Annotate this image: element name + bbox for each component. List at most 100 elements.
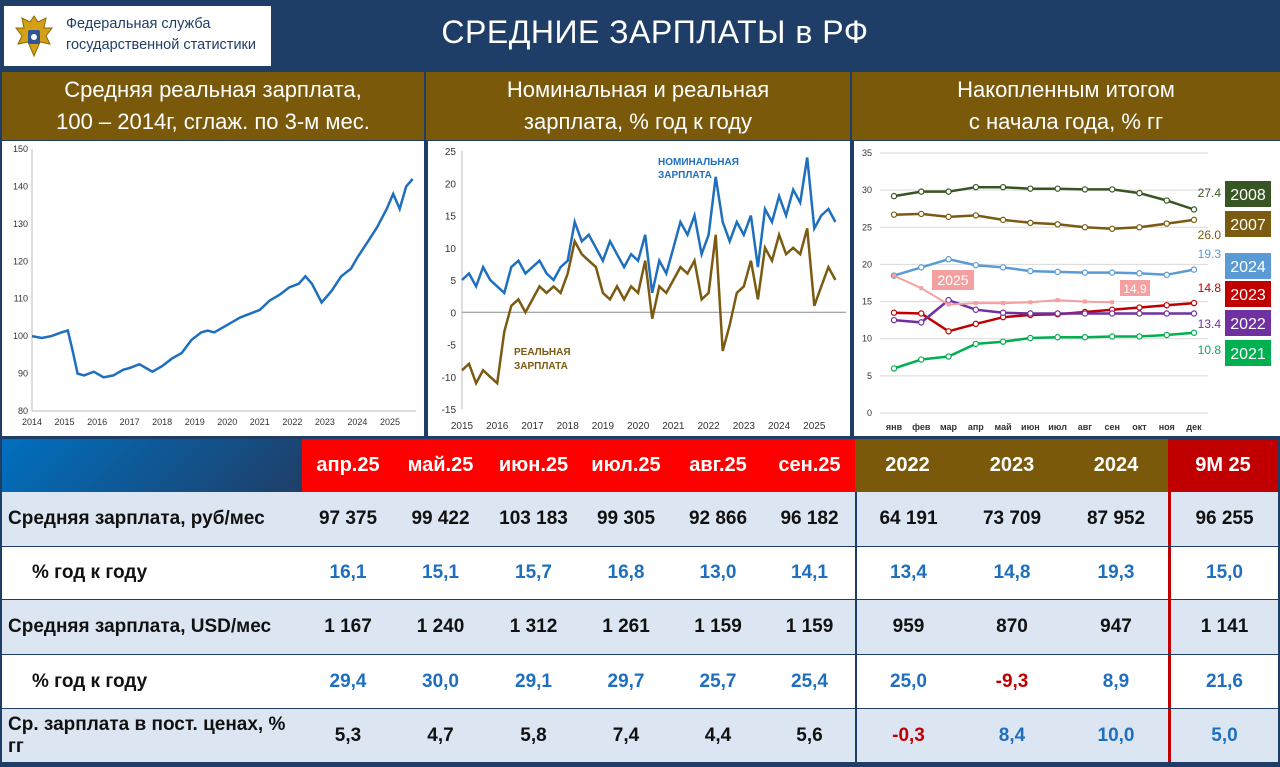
series-point-2022 (972, 306, 980, 313)
x-tick-label: 2019 (185, 417, 205, 427)
table-header-corner (2, 439, 302, 492)
table-cell: 1 167 (302, 600, 394, 654)
table-cell: 16,8 (580, 547, 672, 599)
row-label: Средняя зарплата, USD/мес (2, 600, 302, 654)
x-tick-label: июн (1021, 422, 1040, 432)
series-point-2024 (1081, 269, 1089, 276)
series-point-2023 (918, 310, 925, 317)
table-cell: 15,1 (394, 547, 487, 599)
series-point-2007 (1190, 216, 1198, 224)
column-header: июл.25 (580, 439, 672, 492)
series-point-2007 (972, 212, 980, 219)
column-header: июн.25 (487, 439, 580, 492)
table-cell: 14,8 (960, 547, 1064, 599)
x-tick-label: 2020 (627, 421, 650, 432)
x-tick-label: ноя (1159, 422, 1175, 432)
series-point-2007 (945, 213, 952, 221)
column-header: 2023 (960, 439, 1064, 492)
x-tick-label: 2023 (733, 421, 756, 432)
x-tick-label: 2018 (152, 417, 172, 427)
x-tick-label: май (995, 422, 1012, 432)
y-tick-label: 150 (13, 144, 28, 154)
series-point-2023 (945, 328, 952, 335)
y-tick-label: 130 (13, 219, 28, 229)
real-label-line-1: РЕАЛЬНАЯ (514, 347, 571, 358)
band-2-line-2: зарплата, % год к году (523, 109, 753, 134)
series-point-2008 (1108, 186, 1116, 193)
column-header: 9М 25 (1168, 439, 1278, 492)
end-value-label-2025: 14.9 (1123, 282, 1147, 296)
legend-label-2021: 2021 (1230, 346, 1266, 363)
table-cell: 29,4 (302, 655, 394, 708)
series-point-2023 (1190, 299, 1198, 307)
series-point-2022 (1190, 310, 1198, 317)
table-cell: 29,7 (580, 655, 672, 708)
series-point-2023 (1163, 302, 1170, 309)
end-value-label-2008: 27.4 (1198, 186, 1222, 200)
series-point-2025 (1110, 300, 1115, 305)
nominal-label-line-1: НОМИНАЛЬНАЯ (658, 157, 739, 168)
band-cumulative: Накопленным итогом с начала года, % гг (852, 72, 1280, 140)
x-tick-label: 2019 (592, 421, 615, 432)
x-tick-label: 2016 (87, 417, 107, 427)
series-point-2025 (1055, 298, 1060, 303)
y-tick-label: 120 (13, 256, 28, 266)
table-cell: 1 312 (487, 600, 580, 654)
x-tick-label: фев (912, 422, 931, 432)
x-tick-label: 2022 (282, 417, 302, 427)
series-point-2021 (999, 338, 1007, 345)
series-point-2021 (890, 365, 898, 372)
end-value-label-2021: 10.8 (1198, 343, 1222, 357)
org-line-2: государственной статистики (66, 37, 256, 53)
legend-swatch-2022 (1225, 310, 1271, 336)
band-1-line-1: Средняя реальная зарплата, (64, 77, 362, 102)
series-point-2008 (1027, 185, 1034, 192)
series-line-2025 (893, 274, 1113, 306)
series-point-2007 (918, 210, 925, 218)
series-point-2008 (972, 183, 980, 191)
series-point-2022 (999, 309, 1007, 316)
table-cell: 1 159 (764, 600, 855, 654)
series-point-2025 (919, 286, 924, 291)
rosstat-logo: Федеральная служба государственной стати… (4, 6, 271, 66)
band-2-line-1: Номинальная и реальная (506, 77, 770, 102)
table-cell: 959 (855, 600, 960, 654)
series-point-2025 (1028, 300, 1033, 305)
series-point-2021 (1190, 329, 1198, 336)
x-tick-label: дек (1186, 422, 1202, 432)
band-3-line-1: Накопленным итогом (957, 77, 1175, 102)
legend-swatch-2007 (1225, 211, 1271, 237)
end-value-label-2007: 26.0 (1198, 228, 1222, 242)
legend-swatch-2024 (1225, 253, 1271, 279)
series-line-2024 (893, 257, 1195, 277)
x-tick-label: 2023 (315, 417, 335, 427)
chart-real-wage-panel: 80 90 100 110 120 130 140 150 2014 2015 2016 2017 20… (2, 141, 424, 436)
y-tick-label: 25 (445, 147, 457, 158)
series-point-2022 (1081, 310, 1089, 317)
legend-swatch-2021 (1225, 340, 1271, 366)
series-line-real (461, 228, 837, 387)
legend-label-2008: 2008 (1230, 187, 1266, 204)
table-cell: 947 (1064, 600, 1168, 654)
x-tick-label: 2021 (662, 421, 685, 432)
eagle-emblem-icon (15, 15, 53, 58)
table-cell: 5,8 (487, 709, 580, 762)
x-tick-label: 2015 (55, 417, 75, 427)
table-cell: 16,1 (302, 547, 394, 599)
series-point-2022 (1027, 310, 1034, 317)
real-label-line-2: ЗАРПЛАТА (514, 361, 568, 372)
y-tick-label: -10 (442, 373, 457, 384)
table-cell: 87 952 (1064, 492, 1168, 546)
series-line-2008 (893, 185, 1195, 211)
series-point-2007 (1027, 219, 1034, 227)
column-header: май.25 (394, 439, 487, 492)
x-tick-label: 2024 (768, 421, 791, 432)
series-point-2022 (945, 296, 952, 304)
y-tick-label: 5 (867, 371, 872, 381)
table-cell: 5,3 (302, 709, 394, 762)
y-tick-label: 15 (445, 212, 457, 223)
column-header: 2022 (855, 439, 960, 492)
series-point-2023 (890, 309, 898, 316)
series-line-nominal (461, 157, 837, 296)
